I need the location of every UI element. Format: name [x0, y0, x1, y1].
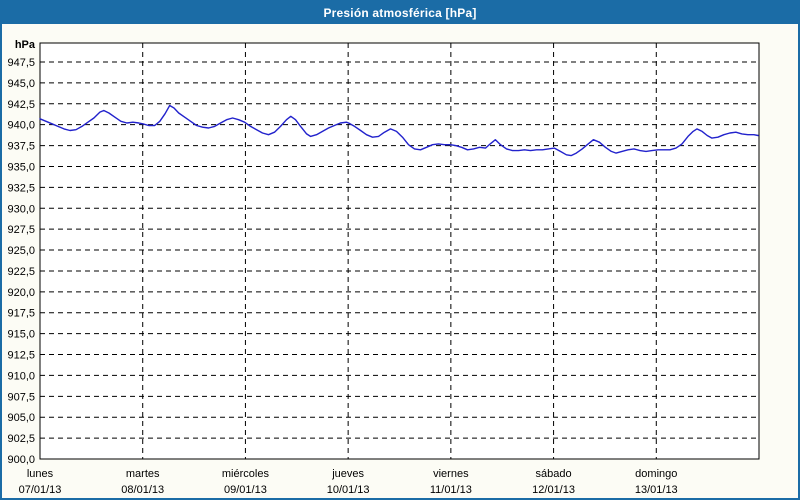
y-tick-label: 937,5 — [7, 141, 35, 153]
y-tick-label: 915,0 — [7, 329, 35, 341]
y-tick-label: 902,5 — [7, 433, 35, 445]
chart-area: 947,5 945,0 942,5 940,0 937,5 935,0 932,5 930,0… — [2, 24, 798, 498]
y-tick-label: 927,5 — [7, 224, 35, 236]
x-date-label: 12/01/13 — [532, 484, 575, 496]
y-tick-label: 945,0 — [7, 78, 35, 90]
x-day-label: miércoles — [222, 468, 270, 480]
x-day-label: martes — [126, 468, 160, 480]
x-day-label: viernes — [433, 468, 469, 480]
pressure-series-line — [39, 104, 759, 157]
y-tick-label: 925,0 — [7, 245, 35, 257]
x-day-label: jueves — [331, 468, 364, 480]
y-tick-label: 947,5 — [7, 57, 35, 69]
x-date-label: 09/01/13 — [224, 484, 267, 496]
plot-frame — [39, 42, 760, 460]
x-date-label: 11/01/13 — [430, 484, 472, 496]
x-date-label: 13/01/13 — [635, 484, 678, 496]
plot-background — [40, 43, 759, 459]
y-tick-label: 942,5 — [7, 99, 35, 111]
y-tick-label: 912,5 — [7, 350, 35, 362]
y-tick-label: 930,0 — [7, 203, 35, 215]
x-day-label: sábado — [536, 468, 572, 480]
y-tick-label: 910,0 — [7, 370, 35, 382]
y-tick-label: 905,0 — [7, 412, 35, 424]
x-day-label: domingo — [635, 468, 677, 480]
y-axis-unit-label: hPa — [15, 39, 36, 51]
x-date-label: 07/01/13 — [19, 484, 62, 496]
y-tick-label: 920,0 — [7, 287, 35, 299]
x-date-label: 08/01/13 — [121, 484, 164, 496]
chart-title-bar: Presión atmosférica [hPa] — [2, 2, 798, 24]
y-tick-label: 900,0 — [7, 454, 35, 466]
y-tick-label: 940,0 — [7, 120, 35, 132]
y-tick-label: 917,5 — [7, 308, 35, 320]
y-tick-label: 922,5 — [7, 266, 35, 278]
pressure-line-chart: 947,5 945,0 942,5 940,0 937,5 935,0 932,5 930,0… — [7, 39, 760, 496]
chart-title: Presión atmosférica [hPa] — [323, 6, 477, 20]
x-date-label: 10/01/13 — [327, 484, 370, 496]
y-tick-label: 907,5 — [7, 391, 35, 403]
x-day-label: lunes — [27, 468, 54, 480]
y-tick-label: 935,0 — [7, 161, 35, 173]
y-tick-label: 932,5 — [7, 182, 35, 194]
